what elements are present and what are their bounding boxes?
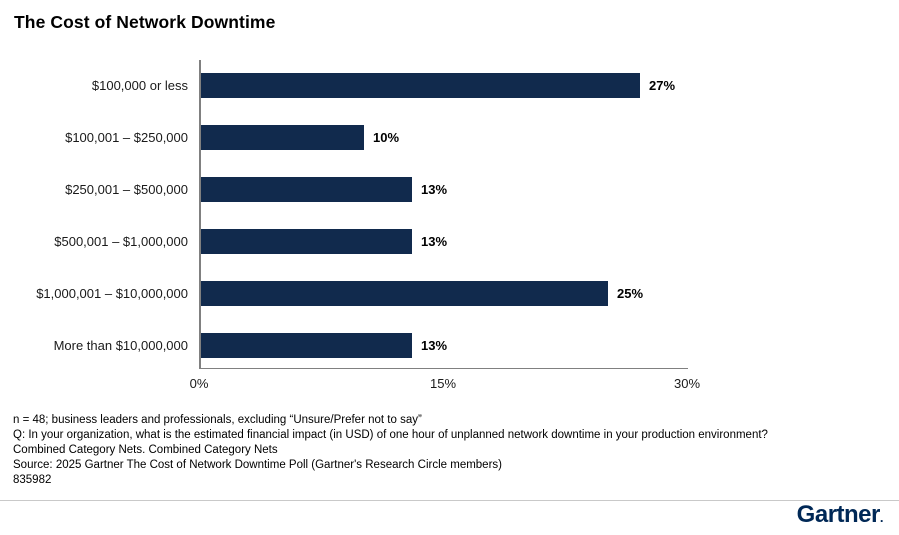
x-axis-line xyxy=(199,368,688,369)
category-label: More than $10,000,000 xyxy=(53,338,188,353)
gartner-logo: Gartner. xyxy=(796,501,884,529)
gartner-logo-dot: . xyxy=(879,510,884,525)
category-label: $250,001 – $500,000 xyxy=(65,182,188,197)
footnote-question: Q: In your organization, what is the est… xyxy=(13,429,768,441)
category-label: $100,000 or less xyxy=(91,78,188,93)
category-label: $500,001 – $1,000,000 xyxy=(54,234,188,249)
value-label: 13% xyxy=(421,234,448,249)
x-axis-tick-label: 0% xyxy=(189,376,209,391)
value-label: 25% xyxy=(617,286,644,301)
x-axis-tick-label: 15% xyxy=(429,376,457,391)
category-label: $100,001 – $250,000 xyxy=(65,130,188,145)
footnote-source: Source: 2025 Gartner The Cost of Network… xyxy=(13,459,502,471)
footnote-document-id: 835982 xyxy=(13,474,52,486)
value-label: 13% xyxy=(421,338,448,353)
footnote-category-nets: Combined Category Nets. Combined Categor… xyxy=(13,444,278,456)
bar xyxy=(201,73,640,98)
x-axis-tick-label: 30% xyxy=(673,376,701,391)
footer-divider xyxy=(0,500,899,501)
value-label: 27% xyxy=(649,78,676,93)
y-axis-line xyxy=(199,60,201,369)
bar xyxy=(201,281,608,306)
bar xyxy=(201,333,412,358)
footnotes: n = 48; business leaders and professiona… xyxy=(13,413,768,488)
value-label: 13% xyxy=(421,182,448,197)
category-label: $1,000,001 – $10,000,000 xyxy=(36,286,188,301)
bar xyxy=(201,177,412,202)
bar xyxy=(201,229,412,254)
footnote-sample-size: n = 48; business leaders and professiona… xyxy=(13,414,422,426)
bar-chart: $100,000 or less 27% $100,001 – $250,000 10… xyxy=(36,60,701,391)
value-label: 10% xyxy=(373,130,400,145)
bar xyxy=(201,125,364,150)
chart-title: The Cost of Network Downtime xyxy=(14,12,276,32)
gartner-logo-text: Gartner xyxy=(796,501,881,528)
